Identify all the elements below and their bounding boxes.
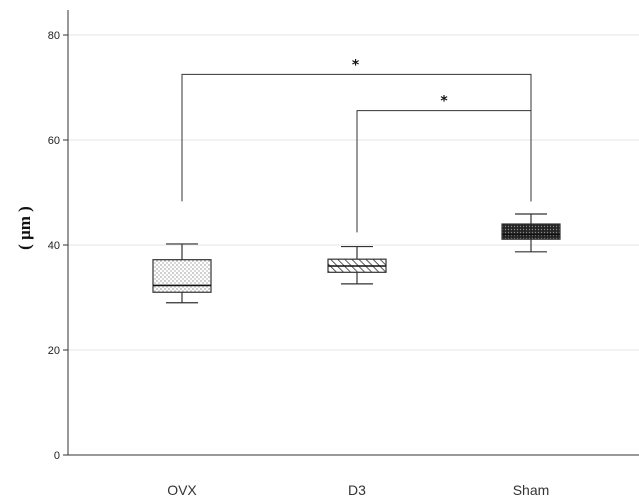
- y-tick-label-60: 60: [48, 135, 60, 147]
- x-category-label-d3: D3: [348, 482, 366, 498]
- bracket-d3-sham: [356, 110, 532, 233]
- gridlines: [68, 34, 639, 351]
- boxes: [152, 213, 561, 304]
- x-axis: OVX D3 Sham: [68, 454, 639, 498]
- y-tick-label-0: 0: [54, 450, 60, 462]
- iqr-box-sham: [501, 223, 561, 240]
- y-axis-label: ( μm ): [15, 206, 34, 250]
- y-tick-label-40: 40: [48, 240, 60, 252]
- significance-brackets: **: [181, 57, 532, 233]
- x-category-label-sham: Sham: [513, 482, 550, 498]
- box-sham: [501, 213, 561, 253]
- x-category-label-ovx: OVX: [167, 482, 197, 498]
- box-d3: [327, 245, 387, 285]
- significance-star-1: *: [352, 57, 360, 73]
- y-tick-label-80: 80: [48, 30, 60, 42]
- y-tick-label-20: 20: [48, 345, 60, 357]
- iqr-box-ovx: [152, 259, 212, 293]
- significance-star-2: *: [440, 94, 448, 110]
- y-axis: 0 20 40 60 80: [48, 10, 69, 462]
- box-ovx: [152, 243, 212, 304]
